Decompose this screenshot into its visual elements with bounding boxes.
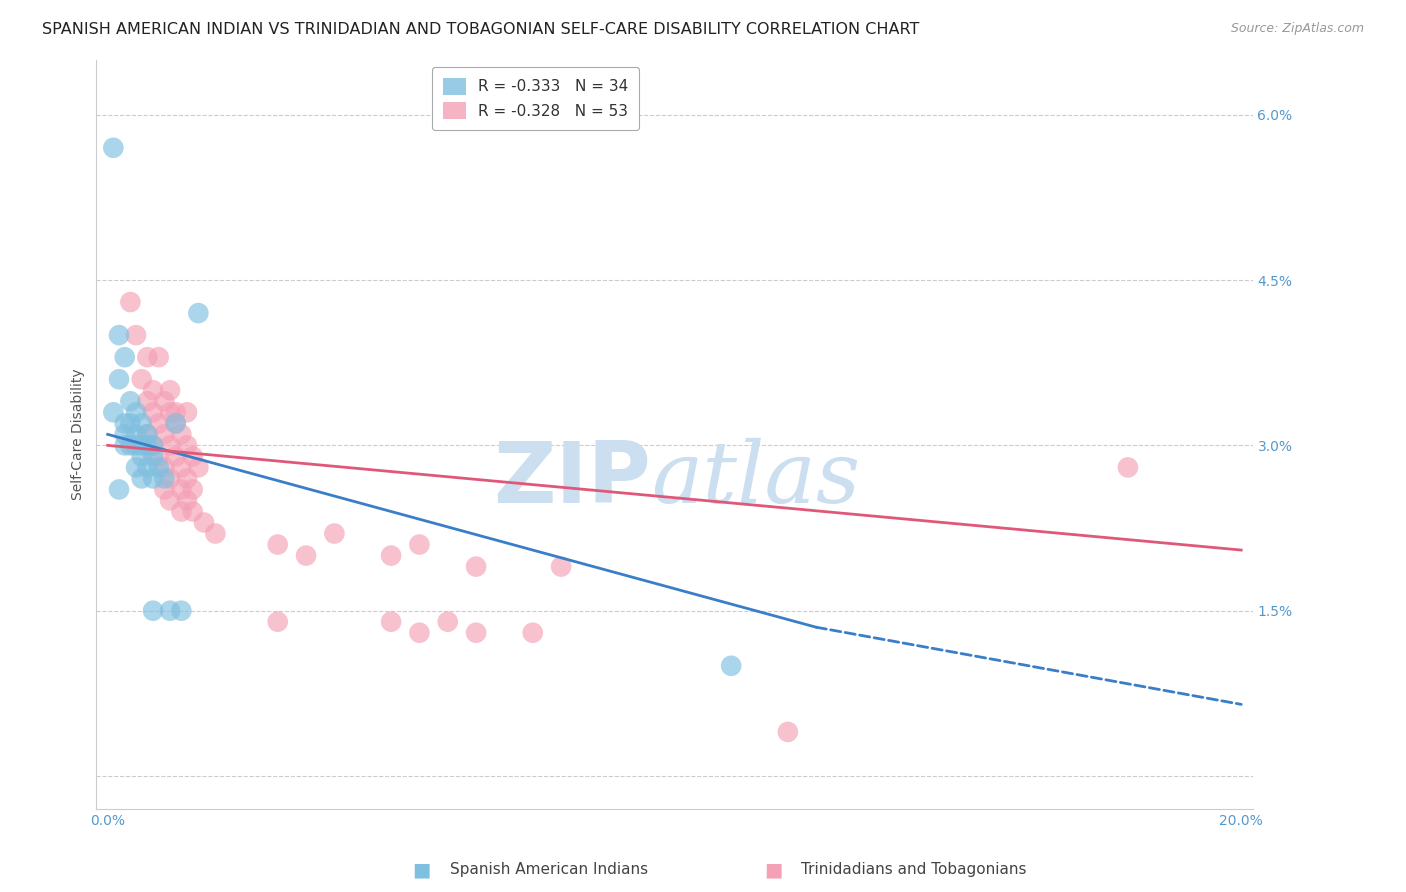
Point	[125, 405, 148, 419]
Point	[187, 306, 209, 320]
Point	[108, 328, 131, 343]
Point	[295, 549, 318, 563]
Point	[125, 438, 148, 452]
Point	[136, 438, 159, 452]
Point	[153, 460, 176, 475]
Text: ■: ■	[763, 860, 783, 880]
Text: ZIP: ZIP	[494, 438, 651, 521]
Point	[170, 604, 193, 618]
Point	[408, 625, 430, 640]
Point	[142, 438, 165, 452]
Text: SPANISH AMERICAN INDIAN VS TRINIDADIAN AND TOBAGONIAN SELF-CARE DISABILITY CORRE: SPANISH AMERICAN INDIAN VS TRINIDADIAN A…	[42, 22, 920, 37]
Point	[176, 471, 198, 485]
Point	[125, 460, 148, 475]
Point	[323, 526, 346, 541]
Point	[142, 604, 165, 618]
Text: Source: ZipAtlas.com: Source: ZipAtlas.com	[1230, 22, 1364, 36]
Point	[142, 438, 165, 452]
Point	[148, 460, 170, 475]
Point	[131, 471, 153, 485]
Point	[465, 625, 488, 640]
Point	[159, 604, 181, 618]
Text: ■: ■	[412, 860, 432, 880]
Point	[522, 625, 544, 640]
Text: Spanish American Indians: Spanish American Indians	[450, 863, 648, 877]
Point	[114, 417, 136, 431]
Point	[193, 516, 215, 530]
Point	[776, 725, 799, 739]
Point	[142, 384, 165, 398]
Point	[153, 483, 176, 497]
Point	[153, 394, 176, 409]
Point	[136, 427, 159, 442]
Y-axis label: Self-Care Disability: Self-Care Disability	[72, 368, 86, 500]
Point	[114, 427, 136, 442]
Point	[170, 504, 193, 518]
Point	[380, 549, 402, 563]
Point	[204, 526, 226, 541]
Point	[153, 471, 176, 485]
Point	[267, 615, 290, 629]
Point	[165, 405, 187, 419]
Point	[176, 438, 198, 452]
Point	[103, 405, 125, 419]
Point	[165, 417, 187, 431]
Point	[125, 427, 148, 442]
Text: Trinidadians and Tobagonians: Trinidadians and Tobagonians	[801, 863, 1026, 877]
Point	[136, 460, 159, 475]
Point	[267, 537, 290, 551]
Point	[159, 438, 181, 452]
Point	[170, 460, 193, 475]
Point	[165, 450, 187, 464]
Point	[108, 483, 131, 497]
Point	[136, 394, 159, 409]
Point	[408, 537, 430, 551]
Point	[159, 405, 181, 419]
Point	[176, 405, 198, 419]
Legend: R = -0.333   N = 34, R = -0.328   N = 53: R = -0.333 N = 34, R = -0.328 N = 53	[432, 67, 640, 129]
Point	[170, 483, 193, 497]
Point	[148, 417, 170, 431]
Point	[131, 372, 153, 386]
Point	[170, 427, 193, 442]
Point	[159, 471, 181, 485]
Point	[159, 384, 181, 398]
Point	[148, 450, 170, 464]
Point	[148, 350, 170, 364]
Point	[165, 417, 187, 431]
Point	[114, 438, 136, 452]
Point	[465, 559, 488, 574]
Point	[550, 559, 572, 574]
Point	[120, 295, 142, 310]
Point	[103, 141, 125, 155]
Point	[131, 438, 153, 452]
Point	[436, 615, 458, 629]
Point	[720, 658, 742, 673]
Point	[380, 615, 402, 629]
Point	[187, 460, 209, 475]
Point	[120, 417, 142, 431]
Text: atlas: atlas	[651, 438, 860, 521]
Point	[125, 328, 148, 343]
Point	[159, 493, 181, 508]
Point	[181, 450, 204, 464]
Point	[108, 372, 131, 386]
Point	[142, 405, 165, 419]
Point	[136, 350, 159, 364]
Point	[131, 450, 153, 464]
Point	[114, 350, 136, 364]
Point	[142, 471, 165, 485]
Point	[142, 450, 165, 464]
Point	[176, 493, 198, 508]
Point	[153, 427, 176, 442]
Point	[181, 483, 204, 497]
Point	[1116, 460, 1139, 475]
Point	[120, 438, 142, 452]
Point	[181, 504, 204, 518]
Point	[131, 417, 153, 431]
Point	[136, 427, 159, 442]
Point	[120, 394, 142, 409]
